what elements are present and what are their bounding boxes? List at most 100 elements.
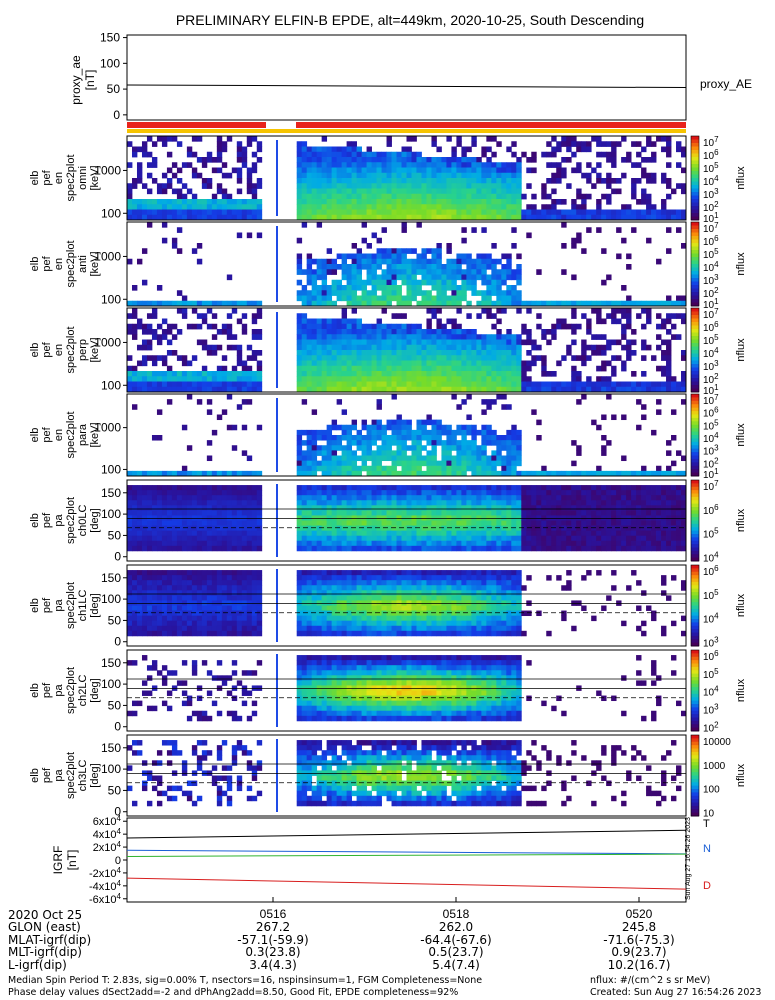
spectrogram-cell bbox=[181, 424, 188, 431]
spectrogram-cell bbox=[436, 172, 442, 179]
spectrogram-cell bbox=[216, 630, 223, 637]
spectrogram-cell bbox=[386, 214, 392, 221]
spectrogram-cell bbox=[161, 318, 168, 325]
spectrogram-cell bbox=[216, 386, 223, 393]
spectrogram-cell bbox=[571, 540, 577, 547]
spectrogram-cell bbox=[446, 243, 452, 249]
spectrogram-cell bbox=[551, 520, 557, 526]
spectrogram-cell bbox=[426, 248, 432, 254]
spectrogram-cell bbox=[296, 545, 303, 552]
spectrogram-cell bbox=[566, 505, 572, 511]
spectrogram-cell bbox=[601, 300, 607, 307]
spectrogram-cell bbox=[426, 308, 432, 314]
spectrogram-cell bbox=[361, 237, 367, 244]
spectrogram-cell bbox=[146, 204, 153, 210]
spectrogram-cell bbox=[646, 500, 652, 506]
spectrogram-cell bbox=[651, 178, 657, 184]
spectrogram-cell bbox=[536, 209, 542, 216]
spectrogram-cell bbox=[176, 570, 183, 576]
spectrogram-cell bbox=[456, 450, 462, 456]
spectrogram-cell bbox=[127, 193, 133, 200]
spectrogram-cell bbox=[341, 470, 348, 477]
spectrogram-cell bbox=[406, 510, 412, 516]
spectrogram-cell bbox=[306, 157, 313, 163]
spectrogram-cell bbox=[336, 530, 343, 537]
spectrogram-cell bbox=[426, 350, 432, 356]
spectrogram-cell bbox=[491, 323, 497, 330]
spectrogram-cell bbox=[151, 510, 158, 516]
spectrogram-cell bbox=[366, 290, 372, 296]
spectrogram-cell bbox=[436, 381, 442, 388]
spectrogram-cell bbox=[571, 470, 577, 477]
spectrogram-cell bbox=[221, 580, 228, 586]
spectrogram-cell bbox=[476, 334, 482, 340]
spectrogram-cell bbox=[671, 409, 677, 415]
spectrogram-cell bbox=[151, 490, 158, 496]
spectrogram-cell bbox=[421, 424, 427, 431]
spectrogram-cell bbox=[346, 204, 352, 210]
spectrogram-cell bbox=[656, 540, 662, 547]
panel-frame bbox=[126, 393, 687, 477]
spectrogram-cell bbox=[296, 371, 303, 377]
spectrogram-cell bbox=[461, 470, 467, 477]
spectrogram-cell bbox=[681, 520, 687, 526]
spectrogram-cell bbox=[381, 172, 387, 179]
spectrogram-cell bbox=[501, 470, 507, 477]
spectrogram-cell bbox=[506, 178, 512, 184]
spectrogram-cell bbox=[301, 490, 308, 496]
spectrogram-cell bbox=[236, 146, 243, 153]
spectrogram-cell bbox=[426, 429, 432, 436]
spectrogram-cell bbox=[526, 510, 532, 516]
spectrogram-cell bbox=[241, 595, 248, 601]
spectrogram-cell bbox=[226, 495, 233, 501]
spectrogram-cell bbox=[476, 465, 482, 472]
spectrogram-cell bbox=[681, 313, 687, 319]
spectrogram-cell bbox=[436, 500, 442, 506]
spectrogram-cell bbox=[341, 308, 348, 314]
spectrogram-cell bbox=[601, 535, 607, 542]
spectrogram-cell bbox=[221, 575, 228, 581]
spectrogram-cell bbox=[516, 279, 522, 286]
spectrogram-cell bbox=[591, 490, 597, 496]
spectrogram-cell bbox=[516, 360, 522, 367]
spectrogram-cell bbox=[306, 350, 313, 356]
spectrogram-cell bbox=[141, 490, 148, 496]
spectrogram-cell bbox=[551, 495, 557, 501]
spectrogram-cell bbox=[516, 460, 522, 467]
spectrogram-cell bbox=[676, 209, 682, 216]
spectrogram-cell bbox=[346, 209, 352, 216]
spectrogram-cell bbox=[201, 510, 208, 516]
spectrogram-cell bbox=[581, 470, 587, 477]
spectrogram-cell bbox=[341, 183, 348, 189]
spectrogram-cell bbox=[127, 530, 133, 537]
spectrogram-cell bbox=[481, 253, 487, 260]
spectrogram-cell bbox=[496, 178, 502, 184]
spectrogram-cell bbox=[416, 525, 422, 532]
spectrogram-cell bbox=[376, 209, 382, 216]
spectrogram-cell bbox=[431, 188, 437, 195]
spectrogram-cell bbox=[136, 625, 143, 632]
spectrogram-cell bbox=[511, 199, 517, 205]
spectrogram-cell bbox=[131, 199, 138, 205]
spectrogram-cell bbox=[621, 209, 627, 216]
spectrogram-cell bbox=[421, 419, 427, 426]
spectrogram-cell bbox=[336, 525, 343, 532]
spectrogram-cell bbox=[671, 495, 677, 501]
spectrogram-cell bbox=[326, 329, 333, 335]
spectrogram-cell bbox=[386, 355, 392, 361]
spectrogram-cell bbox=[456, 440, 462, 446]
spectrogram-cell bbox=[606, 394, 612, 400]
spectrogram-cell bbox=[611, 355, 617, 361]
spectrogram-cell bbox=[591, 381, 597, 388]
spectrogram-cell bbox=[181, 520, 188, 526]
spectrogram-cell bbox=[666, 535, 672, 542]
spectrogram-cell bbox=[491, 162, 497, 168]
spectrogram-cell bbox=[296, 141, 303, 147]
spectrogram-cell bbox=[381, 376, 387, 382]
spectrogram-cell bbox=[541, 188, 547, 195]
spectrogram-cell bbox=[401, 227, 407, 233]
spectrogram-cell bbox=[521, 530, 527, 537]
spectrogram-cell bbox=[651, 485, 657, 491]
spectrogram-cell bbox=[376, 505, 382, 511]
spectrogram-cell bbox=[676, 530, 682, 537]
